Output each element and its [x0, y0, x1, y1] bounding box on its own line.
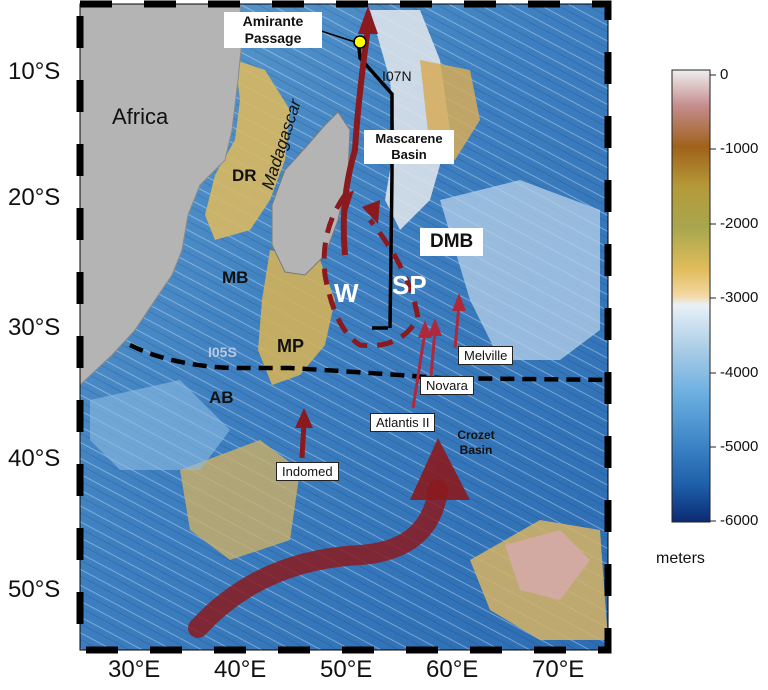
i05s-label: I05S [208, 344, 237, 360]
sp-label: SP [392, 270, 427, 300]
ab-label: AB [209, 388, 234, 407]
crozet-inflow-line [188, 480, 448, 638]
northward-flow-head [358, 6, 378, 34]
madagascar-plateau [258, 250, 335, 385]
lat-label-50s: 50°S [8, 576, 61, 603]
lat-label-20s: 20°S [8, 184, 61, 211]
lon-label-60e: 60°E [426, 656, 479, 683]
indomed-label: Indomed [276, 462, 339, 481]
atlantis-label: Atlantis II [370, 413, 436, 432]
map-frame [76, 0, 612, 654]
davie-ridge [205, 60, 290, 240]
melville-label: Melville [458, 346, 514, 365]
lon-label-70e: 70°E [532, 656, 585, 683]
colorbar-ticks [710, 74, 716, 522]
amirante-passage-marker [353, 35, 367, 49]
colorbar-tick-1000: -1000 [720, 140, 759, 157]
colorbar-tick-6000: -6000 [720, 512, 759, 529]
crozet-inflow-head [410, 438, 470, 500]
agulhas-plateau [90, 380, 230, 470]
mascarene-basin-label: Mascarene Basin [364, 130, 454, 164]
crozet-islands-high [505, 530, 590, 600]
colorbar [671, 69, 711, 523]
colorbar-tick-5000: -5000 [720, 438, 759, 455]
ridge-highlands [440, 180, 600, 360]
lat-label-10s: 10°S [8, 58, 61, 85]
i07n-label: I07N [382, 68, 412, 84]
northward-flow-line [340, 27, 371, 256]
amirante-passage-label: Amirante Passage [224, 12, 322, 48]
lon-label-30e: 30°E [108, 656, 161, 683]
lon-label-40e: 40°E [214, 656, 267, 683]
i05s-section-line [128, 342, 609, 383]
amirante-pointer [317, 29, 356, 43]
novara-label: Novara [420, 376, 474, 395]
colorbar-unit: meters [656, 550, 705, 567]
melville-arrow [453, 304, 461, 349]
colorbar-tick-2000: -2000 [720, 215, 759, 232]
mb-label: MB [222, 268, 249, 287]
recirculation-head-east [362, 200, 380, 224]
atlantis-arrow [411, 331, 427, 409]
mp-label: MP [277, 336, 304, 356]
lat-label-40s: 40°S [8, 445, 61, 472]
dmb-label: DMB [420, 228, 484, 256]
recirculation-head-west [340, 190, 354, 212]
africa-label: Africa [112, 104, 169, 129]
southwest-indian-ridge [180, 440, 300, 560]
i07n-section-line [356, 37, 394, 329]
colorbar-tick-0: 0 [720, 66, 729, 83]
recirculation-loop [321, 193, 421, 349]
dr-label: DR [232, 166, 257, 185]
w-label: W [334, 278, 359, 308]
crozet-basin-label: Crozet Basin [457, 428, 495, 457]
colorbar-tick-3000: -3000 [720, 289, 759, 306]
lat-label-30s: 30°S [8, 314, 61, 341]
africa-landmass [80, 4, 243, 386]
lon-label-50e: 50°E [320, 656, 373, 683]
colorbar-tick-4000: -4000 [720, 364, 759, 381]
